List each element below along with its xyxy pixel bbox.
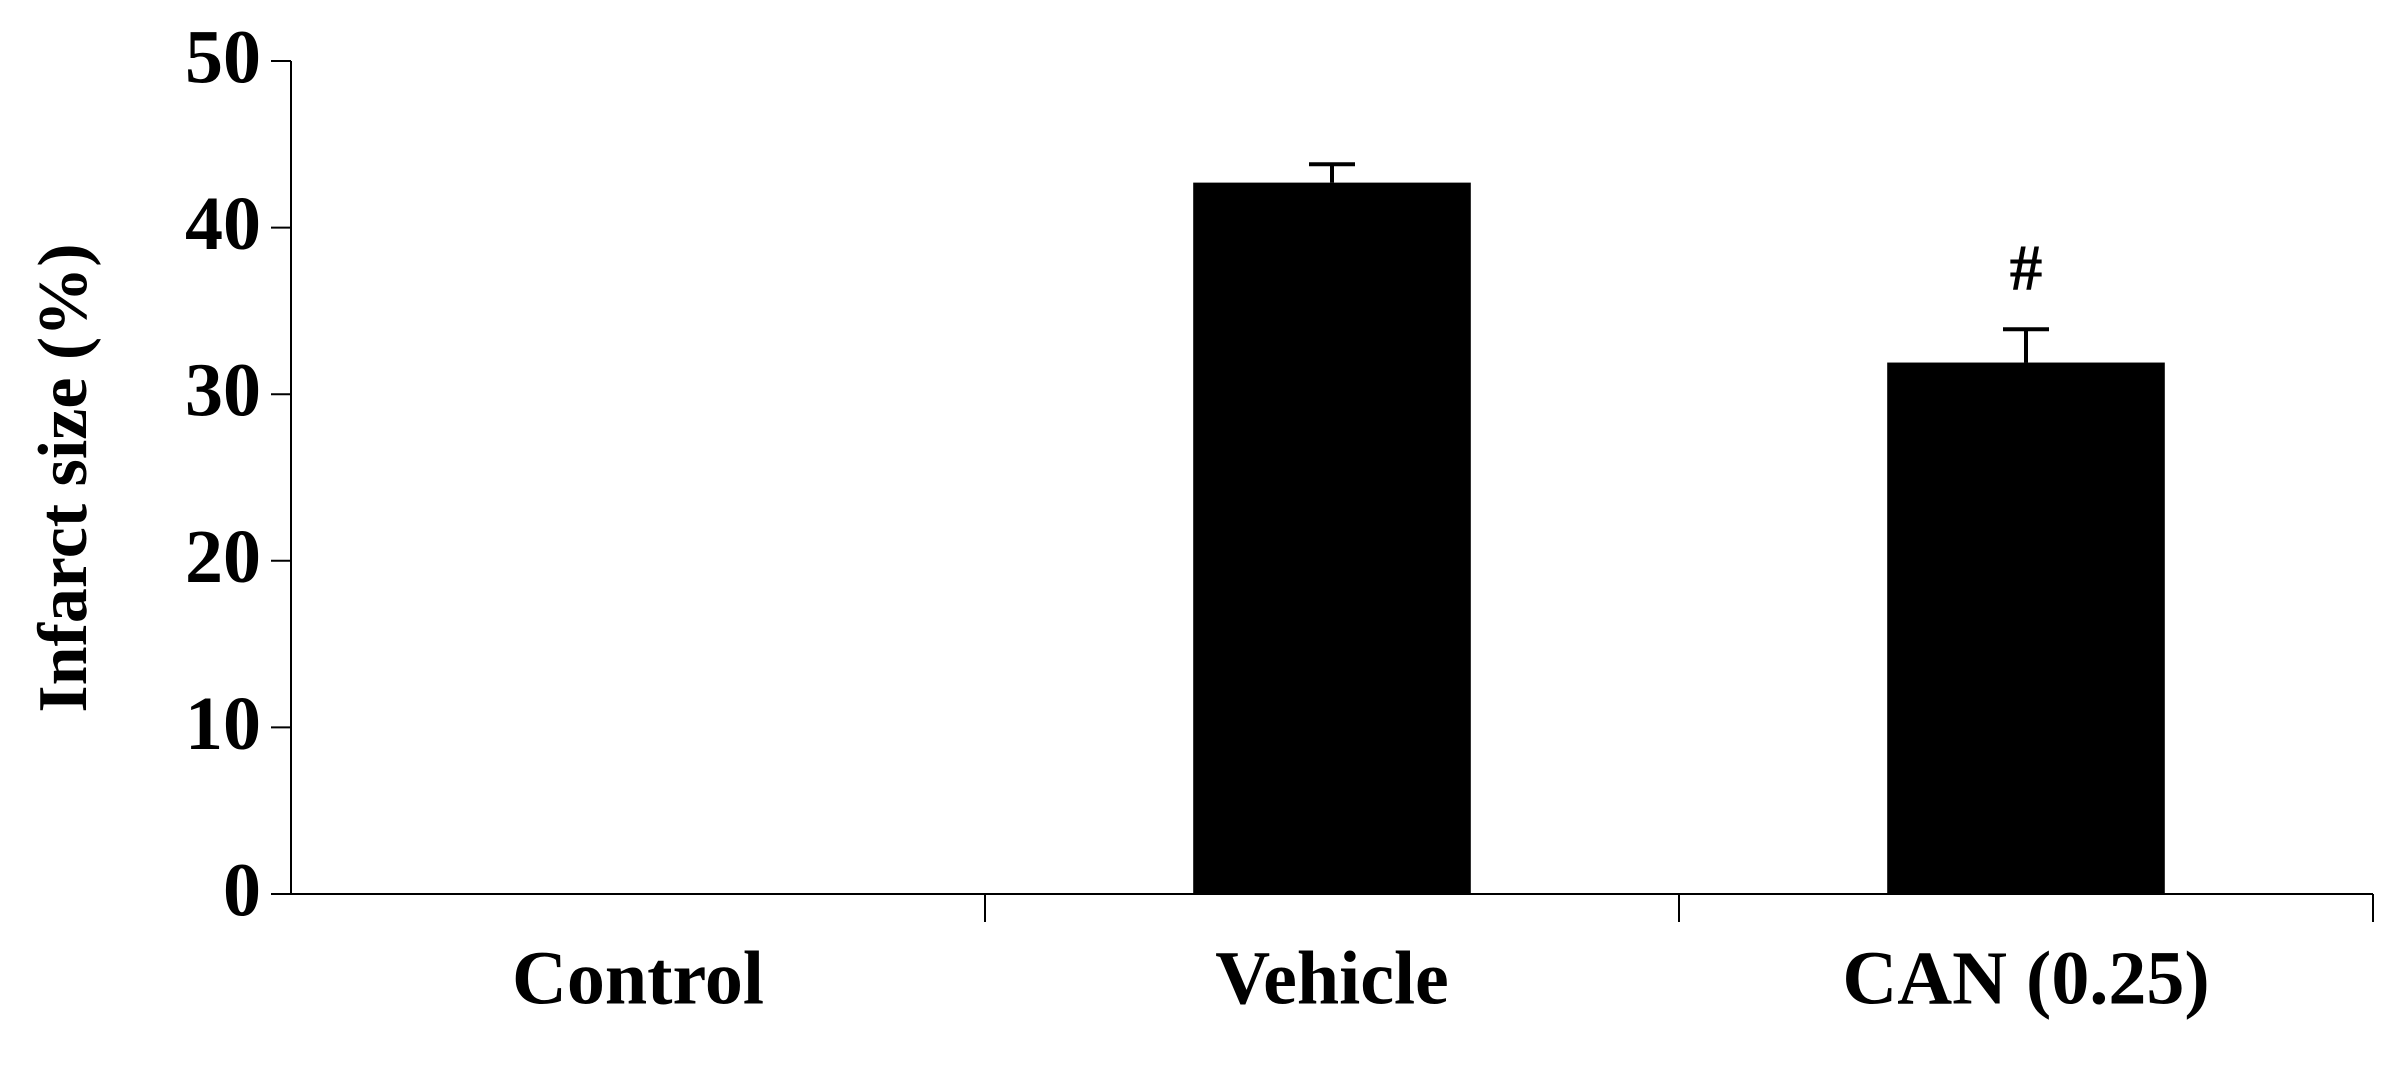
- x-tick-label: Vehicle: [1215, 936, 1449, 1020]
- y-tick-label: 10: [185, 682, 261, 766]
- bar: [1887, 362, 2165, 894]
- y-tick-label: 30: [185, 349, 261, 433]
- y-axis-label: Infarct size (%): [25, 243, 102, 712]
- y-tick-label: 0: [223, 848, 261, 932]
- y-tick-label: 20: [185, 515, 261, 599]
- bar: [1193, 182, 1471, 895]
- x-tick-label: CAN (0.25): [1842, 936, 2209, 1020]
- annotation: #: [2010, 231, 2043, 304]
- y-tick-label: 40: [185, 182, 261, 266]
- x-tick-label: Control: [512, 936, 764, 1020]
- y-tick-label: 50: [185, 15, 261, 99]
